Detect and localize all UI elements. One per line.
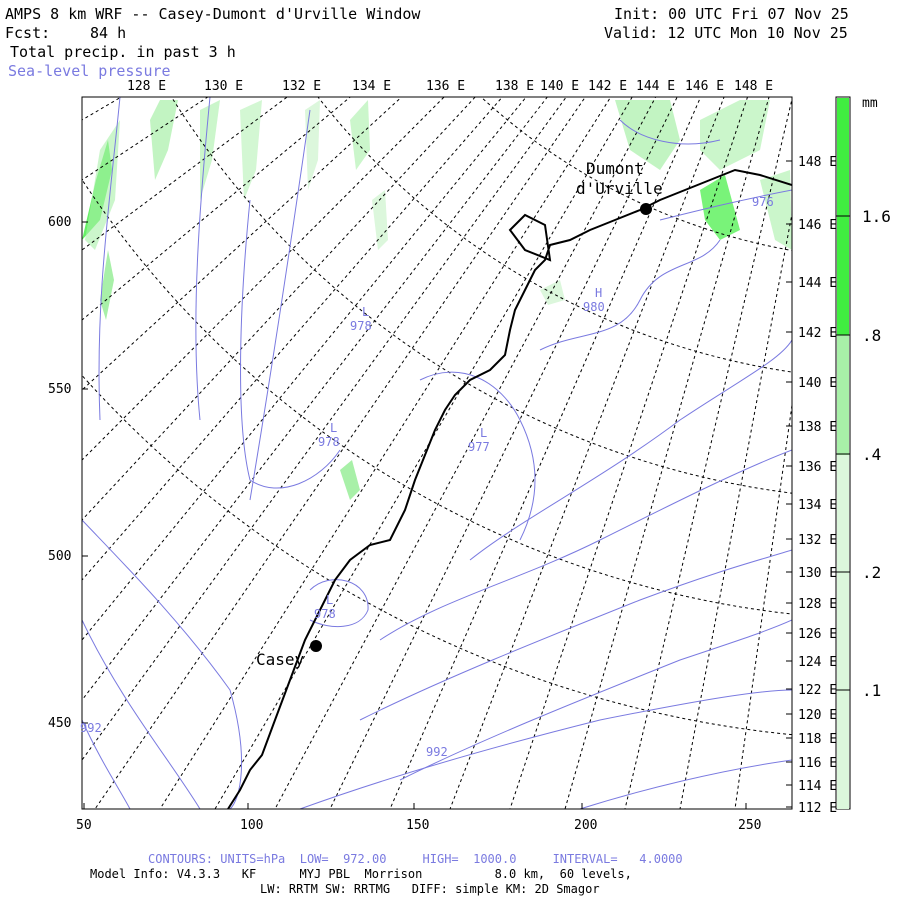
station-dot-dumont <box>640 203 652 215</box>
pressure-value: 976 <box>752 195 774 209</box>
top-lon-label: 144 E <box>636 79 675 94</box>
lat-lon-grid <box>82 97 792 809</box>
left-y-label: 500 <box>48 549 71 564</box>
colorbar-light-band <box>837 455 849 809</box>
right-lon-label: 112 E <box>798 801 837 816</box>
station-label-dumont-line2: d'Urville <box>576 179 663 198</box>
model-info: Model Info: V4.3.3 KF MYJ PBL Morrison 8… <box>90 867 632 881</box>
right-lon-label: 146 E <box>798 218 837 233</box>
right-lon-label: 132 E <box>798 533 837 548</box>
field-label: Total precip. in past 3 h <box>10 43 236 61</box>
top-lon-label: 140 E <box>540 79 579 94</box>
top-lon-label: 142 E <box>588 79 627 94</box>
colorbar-mid-band <box>837 335 849 455</box>
right-lon-label: 120 E <box>798 708 837 723</box>
pressure-center-letter: H <box>595 286 602 300</box>
color-bar: mm 1.6 .8 .4 .2 .1 <box>835 96 891 810</box>
top-lon-label: 136 E <box>426 79 465 94</box>
top-lon-label: 146 E <box>685 79 724 94</box>
left-y-label: 600 <box>48 215 71 230</box>
pressure-value: 978 <box>318 435 340 449</box>
pressure-value: 977 <box>468 440 490 454</box>
forecast-label: Fcst: <box>5 24 51 42</box>
bottom-x-label: 50 <box>76 818 92 833</box>
precip-patches <box>82 100 792 500</box>
axis-labels: 128 E 130 E 132 E 134 E 136 E 138 E 140 E 142 E… <box>48 79 837 833</box>
pressure-value: 978 <box>314 607 336 621</box>
bottom-x-label: 150 <box>406 818 429 833</box>
top-lon-label: 134 E <box>352 79 391 94</box>
physics-info: LW: RRTM SW: RRTMG DIFF: simple KM: 2D S… <box>260 882 600 896</box>
top-lon-label: 138 E <box>495 79 534 94</box>
bottom-x-label: 250 <box>738 818 761 833</box>
top-lon-label: 130 E <box>204 79 243 94</box>
right-lon-label: 148 E <box>798 155 837 170</box>
right-lon-label: 116 E <box>798 756 837 771</box>
pressure-center-letter: L <box>326 593 333 607</box>
top-lon-label: 132 E <box>282 79 321 94</box>
right-lon-label: 134 E <box>798 498 837 513</box>
colorbar-label-0-1: .1 <box>862 681 881 700</box>
right-lon-label: 122 E <box>798 683 837 698</box>
coastline <box>227 168 792 809</box>
pressure-value: 978 <box>350 319 372 333</box>
pressure-center-letter: L <box>330 421 337 435</box>
overlay-label: Sea-level pressure <box>8 62 171 80</box>
station-labels: Dumont d'Urville Casey <box>256 159 663 669</box>
top-lon-label: 128 E <box>127 79 166 94</box>
right-lon-label: 124 E <box>798 655 837 670</box>
pressure-contours <box>82 97 792 809</box>
plot-frame <box>81 96 793 810</box>
pressure-value: 992 <box>426 745 448 759</box>
right-lon-label: 130 E <box>798 566 837 581</box>
forecast-hour: 84 h <box>90 24 127 42</box>
pressure-center-letter: L <box>362 305 369 319</box>
top-lon-label: 148 E <box>734 79 773 94</box>
right-lon-label: 144 E <box>798 276 837 291</box>
bottom-x-label: 100 <box>240 818 263 833</box>
bottom-x-label: 200 <box>574 818 597 833</box>
plot-area <box>82 97 792 809</box>
right-lon-label: 128 E <box>798 597 837 612</box>
colorbar-label-1-6: 1.6 <box>862 207 891 226</box>
map-title: AMPS 8 km WRF -- Casey-Dumont d'Urville … <box>5 5 421 23</box>
contour-info: CONTOURS: UNITS=hPa LOW= 972.00 HIGH= 10… <box>148 852 683 866</box>
colorbar-unit: mm <box>862 96 878 111</box>
right-lon-label: 138 E <box>798 420 837 435</box>
right-lon-label: 142 E <box>798 326 837 341</box>
pressure-value: 992 <box>80 721 102 735</box>
valid-time: Valid: 12 UTC Mon 10 Nov 25 <box>604 24 848 42</box>
right-lon-label: 114 E <box>798 779 837 794</box>
colorbar-label-0-4: .4 <box>862 445 881 464</box>
station-label-dumont-line1: Dumont <box>586 159 644 178</box>
right-lon-label: 118 E <box>798 732 837 747</box>
colorbar-label-0-8: .8 <box>862 326 881 345</box>
right-lon-label: 136 E <box>798 460 837 475</box>
station-dot-casey <box>310 640 322 652</box>
left-y-label: 450 <box>48 716 71 731</box>
station-markers <box>310 203 652 652</box>
pressure-value: 980 <box>583 300 605 314</box>
left-y-label: 550 <box>48 382 71 397</box>
init-time: Init: 00 UTC Fri 07 Nov 25 <box>614 5 849 23</box>
pressure-center-letter: L <box>480 426 487 440</box>
right-lon-label: 140 E <box>798 376 837 391</box>
right-lon-label: 126 E <box>798 627 837 642</box>
station-label-casey: Casey <box>256 650 305 669</box>
colorbar-label-0-2: .2 <box>862 563 881 582</box>
